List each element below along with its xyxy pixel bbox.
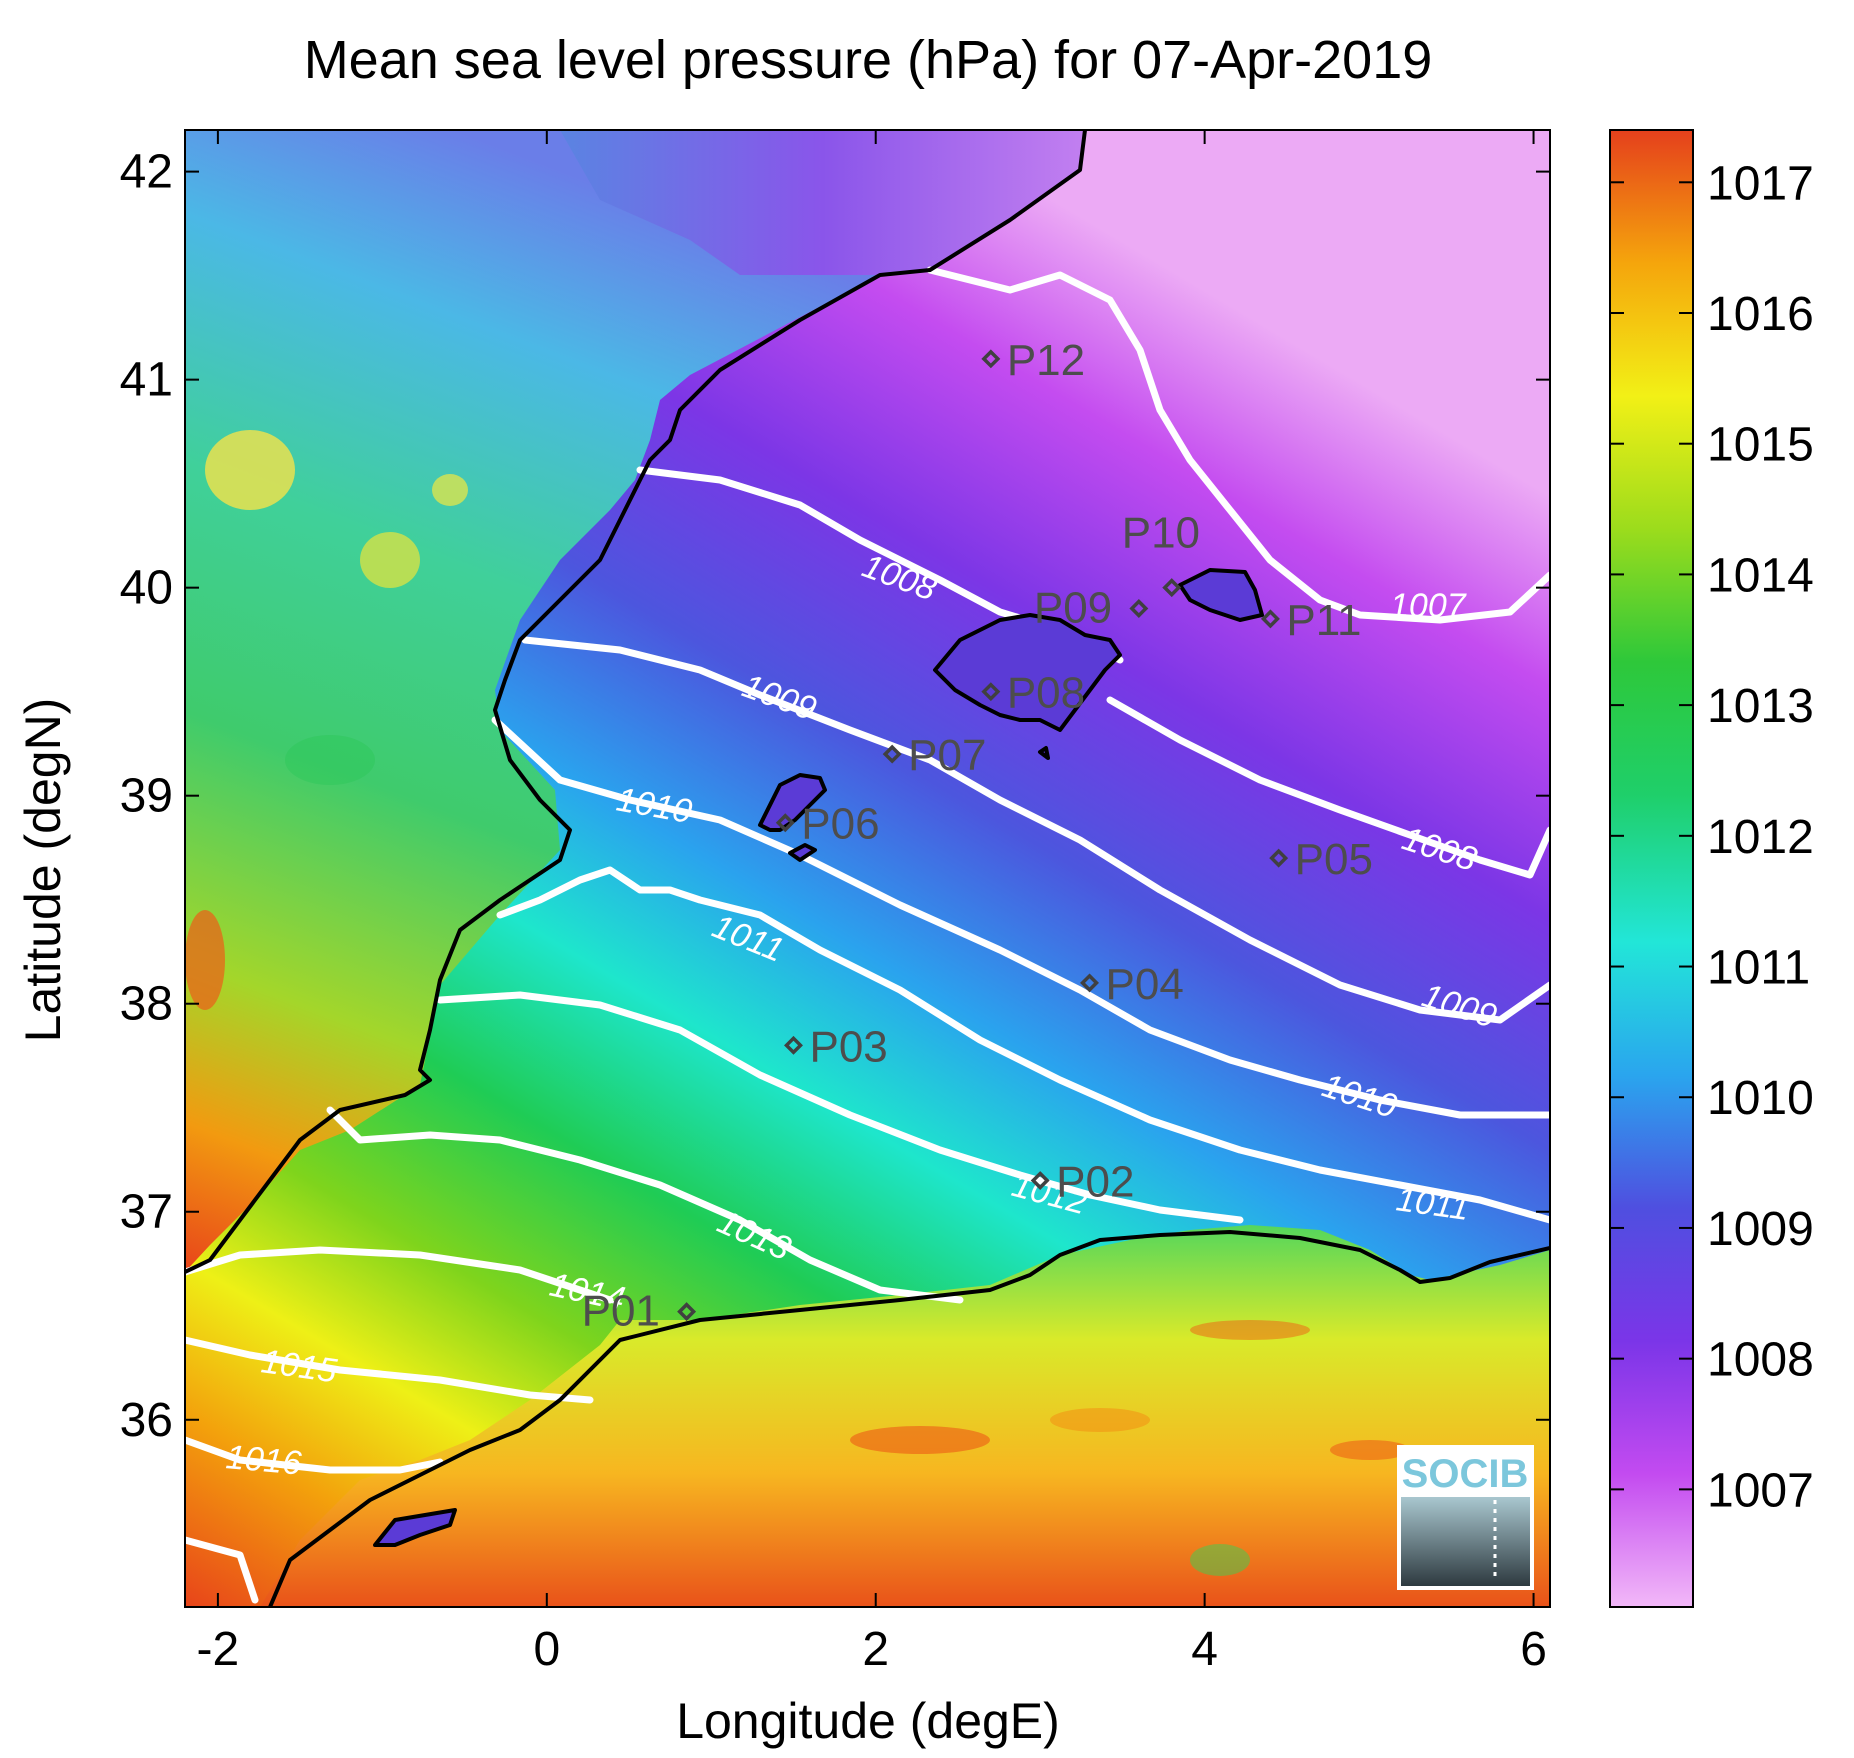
colorbar-ticks: 1007 1008 1009 1010 1011 1012 1013 1014 1015 1016… [1610,157,1814,1517]
socib-logo: SOCIB [1397,1445,1534,1590]
colorbar-tick-label: 1015 [1707,419,1814,472]
x-tick-label: -2 [197,1623,240,1676]
station-marker-p06 [775,813,795,833]
station-label-p06: P06 [801,800,879,849]
colorbar-tick-label: 1010 [1707,1072,1814,1125]
colorbar-tick-label: 1011 [1707,942,1810,995]
contour-1017 [185,1536,259,1604]
contour-1008-east [1106,696,1550,879]
logo-gradient [1401,1497,1530,1586]
x-tick-label: 6 [1520,1623,1547,1676]
logo-text: SOCIB [1402,1452,1529,1496]
station-marker-p01 [677,1302,697,1322]
contour-1010 [491,716,1550,1119]
contour-1011 [496,866,1550,1224]
y-tick-label: 39 [120,770,173,823]
plot-frame [184,129,1551,1608]
island-formentera [788,843,817,862]
land-iberia [185,130,1085,1272]
station-label-p07: P07 [908,731,986,780]
y-tick-label: 41 [120,354,173,407]
island-ibiza [758,773,827,832]
colorbar-tick-label: 1013 [1707,680,1814,733]
contour-label-1016: 1016 [224,1438,303,1482]
station-marker-p04 [1080,973,1099,993]
colorbar-tick-label: 1016 [1707,288,1814,341]
colorbar-tick-label: 1008 [1707,1334,1814,1387]
island-cabrera [1038,746,1050,760]
y-tick-label: 37 [120,1186,173,1239]
contour-1013 [326,1106,964,1304]
x-tick-label: 0 [533,1623,560,1676]
station-label-p09: P09 [1034,583,1112,632]
colorbar: 1007 1008 1009 1010 1011 1012 1013 1014 1015 1016… [1609,129,1814,1608]
pressure-contours [185,266,1550,1604]
plot-area: 1007 1008 1008 1009 1009 1010 1010 1011 … [185,130,1550,1607]
coastline-africa [268,1230,1550,1607]
station-marker-p11 [1260,609,1280,629]
contour-1016 [185,1436,444,1474]
colorbar-ramp [1609,129,1694,1608]
x-axis-ticks: -2 0 2 4 6 [197,130,1547,1676]
island-mallorca [933,613,1122,732]
station-label-p12: P12 [1007,336,1085,385]
station-marker-p10 [1162,578,1182,598]
y-tick-label: 42 [120,146,173,199]
station-label-p05: P05 [1295,835,1373,884]
map-title: Mean sea level pressure (hPa) for 07-Apr… [304,30,1433,90]
station-marker-p09 [1129,598,1149,618]
station-label-p01: P01 [582,1287,660,1336]
y-axis-ticks: 36 37 38 39 40 41 42 [120,146,1550,1447]
land-north [560,130,1085,275]
station-label-p10: P10 [1122,509,1200,558]
coastline-iberia [185,130,1087,1274]
island-menorca [1178,568,1264,622]
land-africa [260,1225,1550,1607]
island-alboran-coast [373,1508,457,1547]
colorbar-tick-label: 1012 [1707,811,1814,864]
contour-1009 [521,636,1550,1024]
y-tick-label: 40 [120,562,173,615]
station-marker-p02 [1030,1171,1050,1191]
contour-1015 [185,1336,594,1404]
x-tick-label: 2 [862,1623,889,1676]
station-marker-p05 [1269,848,1289,868]
land-texture [185,430,1410,1576]
contour-label-1007: 1007 [1390,587,1467,625]
y-tick-label: 36 [120,1394,173,1447]
colorbar-tick-label: 1014 [1707,549,1814,602]
colorbar-tick-label: 1009 [1707,1203,1814,1256]
contour-1012 [436,991,1244,1224]
station-label-p08: P08 [1007,669,1085,718]
station-marker-p12 [981,349,1001,369]
station-label-p04: P04 [1106,960,1184,1009]
colorbar-tick-label: 1017 [1707,157,1814,210]
station-label-p03: P03 [809,1022,887,1071]
x-tick-label: 4 [1191,1623,1218,1676]
station-label-p11: P11 [1286,596,1361,645]
station-label-p02: P02 [1056,1158,1134,1207]
colorbar-tick-label: 1007 [1707,1464,1814,1517]
contour-1007 [926,266,1550,624]
station-marker-p07 [882,744,902,764]
y-tick-label: 38 [120,978,173,1031]
station-marker-p03 [784,1035,803,1055]
station-marker-p08 [981,682,1001,702]
y-axis-label: Latitude (degN) [15,698,71,1043]
contour-1014 [185,1246,614,1304]
x-axis-label: Longitude (degE) [676,1693,1060,1749]
